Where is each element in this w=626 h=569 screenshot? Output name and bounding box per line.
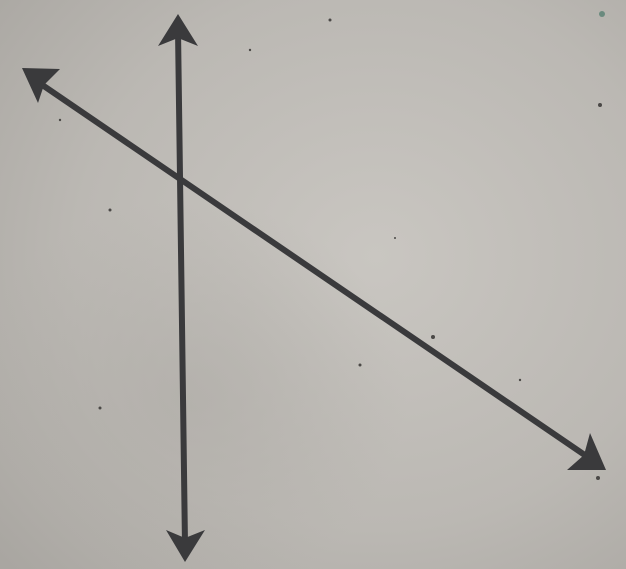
diagonal-line bbox=[32, 77, 598, 465]
lines bbox=[32, 27, 598, 548]
arrowheads bbox=[22, 14, 606, 562]
arrowhead-top bbox=[158, 14, 198, 46]
arrowhead-bottom bbox=[166, 530, 205, 562]
arrowhead-right bbox=[567, 433, 606, 470]
arrowhead-left bbox=[22, 68, 60, 103]
vertical-line bbox=[175, 27, 188, 548]
speckles bbox=[58, 11, 605, 480]
